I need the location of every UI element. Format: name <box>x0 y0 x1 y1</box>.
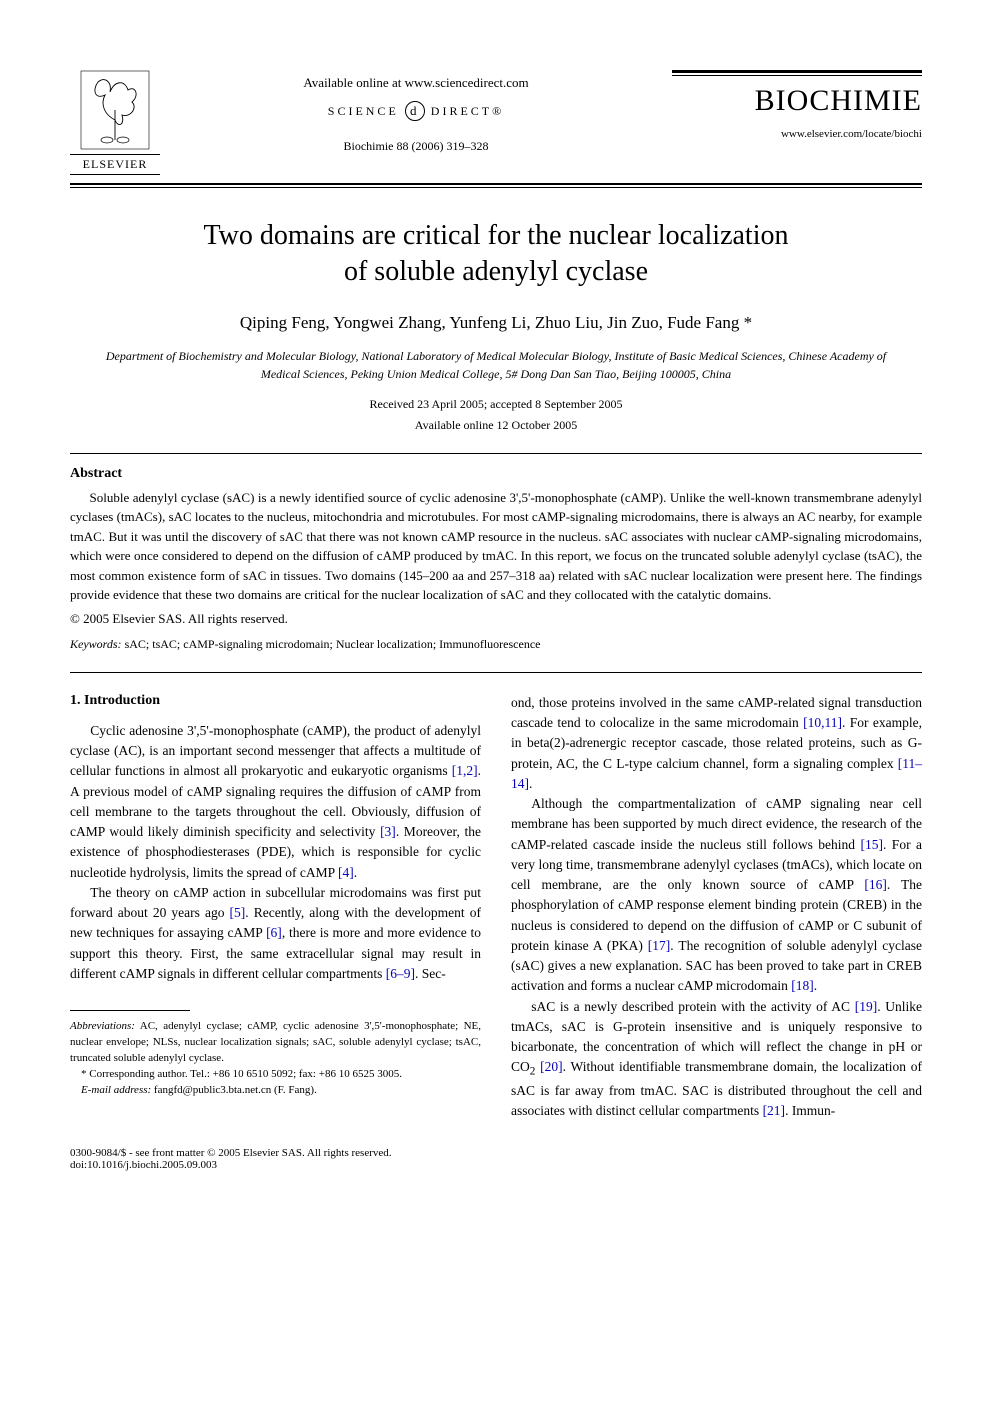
ref-link[interactable]: [20] <box>540 1059 563 1074</box>
journal-header: ELSEVIER Available online at www.science… <box>70 70 922 175</box>
abstract-bottom-rule <box>70 672 922 673</box>
article-title: Two domains are critical for the nuclear… <box>70 218 922 291</box>
header-rule-thin <box>70 187 922 188</box>
received-accepted-date: Received 23 April 2005; accepted 8 Septe… <box>70 397 922 412</box>
sd-left: SCIENCE <box>328 104 399 119</box>
footnote-abbreviations: Abbreviations: AC, adenylyl cyclase; cAM… <box>70 1019 481 1067</box>
publisher-logo: ELSEVIER <box>70 70 160 175</box>
ref-link[interactable]: [6] <box>266 925 282 940</box>
copyright-line: © 2005 Elsevier SAS. All rights reserved… <box>70 611 922 627</box>
authors-line: Qiping Feng, Yongwei Zhang, Yunfeng Li, … <box>70 313 922 333</box>
intro-para-4: sAC is a newly described protein with th… <box>511 997 922 1122</box>
journal-reference: Biochimie 88 (2006) 319–328 <box>160 139 672 154</box>
ref-link[interactable]: [17] <box>648 938 671 953</box>
sd-right: DIRECT® <box>431 104 504 119</box>
intro-para-2-cont: ond, those proteins involved in the same… <box>511 693 922 794</box>
abstract-body: Soluble adenylyl cyclase (sAC) is a newl… <box>70 488 922 605</box>
ref-link[interactable]: [5] <box>230 905 246 920</box>
column-right: ond, those proteins involved in the same… <box>511 693 922 1122</box>
ref-link[interactable]: [6–9] <box>386 966 415 981</box>
journal-brand-block: BIOCHIMIE www.elsevier.com/locate/biochi <box>672 70 922 140</box>
available-online-text: Available online at www.sciencedirect.co… <box>160 75 672 91</box>
ref-link[interactable]: [4] <box>338 865 354 880</box>
intro-para-2: The theory on cAMP action in subcellular… <box>70 883 481 984</box>
ref-link[interactable]: [1,2] <box>452 763 478 778</box>
abbrev-label: Abbreviations: <box>70 1020 135 1032</box>
journal-brand-url[interactable]: www.elsevier.com/locate/biochi <box>672 128 922 140</box>
affiliation: Department of Biochemistry and Molecular… <box>70 347 922 383</box>
brand-bar-thick <box>672 70 922 73</box>
ref-link[interactable]: [15] <box>860 837 883 852</box>
available-online-date: Available online 12 October 2005 <box>70 418 922 433</box>
footer-doi: doi:10.1016/j.biochi.2005.09.003 <box>70 1159 922 1171</box>
email-address[interactable]: fangfd@public3.bta.net.cn (F. Fang). <box>151 1084 317 1096</box>
intro-para-3: Although the compartmentalization of cAM… <box>511 794 922 997</box>
sciencedirect-logo: SCIENCE d DIRECT® <box>328 101 504 121</box>
ref-link[interactable]: [21] <box>763 1103 786 1118</box>
keywords-line: Keywords: sAC; tsAC; cAMP-signaling micr… <box>70 637 922 652</box>
ref-link[interactable]: [16] <box>864 877 887 892</box>
journal-brand-name: BIOCHIMIE <box>672 84 922 118</box>
sd-dot-icon: d <box>405 101 425 121</box>
footnote-email: E-mail address: fangfd@public3.bta.net.c… <box>70 1083 481 1099</box>
intro-para-1: Cyclic adenosine 3',5'-monophosphate (cA… <box>70 721 481 883</box>
body-columns: 1. Introduction Cyclic adenosine 3',5'-m… <box>70 693 922 1122</box>
footnote-corresponding: * Corresponding author. Tel.: +86 10 651… <box>70 1067 481 1083</box>
column-left: 1. Introduction Cyclic adenosine 3',5'-m… <box>70 693 481 1122</box>
email-label: E-mail address: <box>81 1084 151 1096</box>
elsevier-tree-icon <box>80 70 150 150</box>
publisher-label: ELSEVIER <box>70 154 160 175</box>
header-center: Available online at www.sciencedirect.co… <box>160 70 672 154</box>
footer-frontmatter: 0300-9084/$ - see front matter © 2005 El… <box>70 1147 922 1159</box>
title-line-2: of soluble adenylyl cyclase <box>344 256 648 287</box>
abstract-top-rule <box>70 453 922 454</box>
abstract-heading: Abstract <box>70 466 922 482</box>
ref-link[interactable]: [18] <box>791 978 814 993</box>
ref-link[interactable]: [19] <box>855 999 878 1014</box>
footnotes-rule <box>70 1010 190 1011</box>
page-footer: 0300-9084/$ - see front matter © 2005 El… <box>70 1147 922 1171</box>
keywords-label: Keywords: <box>70 637 122 651</box>
brand-bar-thin <box>672 75 922 76</box>
title-line-1: Two domains are critical for the nuclear… <box>203 220 788 251</box>
ref-link[interactable]: [3] <box>380 824 396 839</box>
intro-heading: 1. Introduction <box>70 693 481 709</box>
header-rule-thick <box>70 183 922 185</box>
keywords-text: sAC; tsAC; cAMP-signaling microdomain; N… <box>122 637 541 651</box>
ref-link[interactable]: [10,11] <box>803 715 842 730</box>
